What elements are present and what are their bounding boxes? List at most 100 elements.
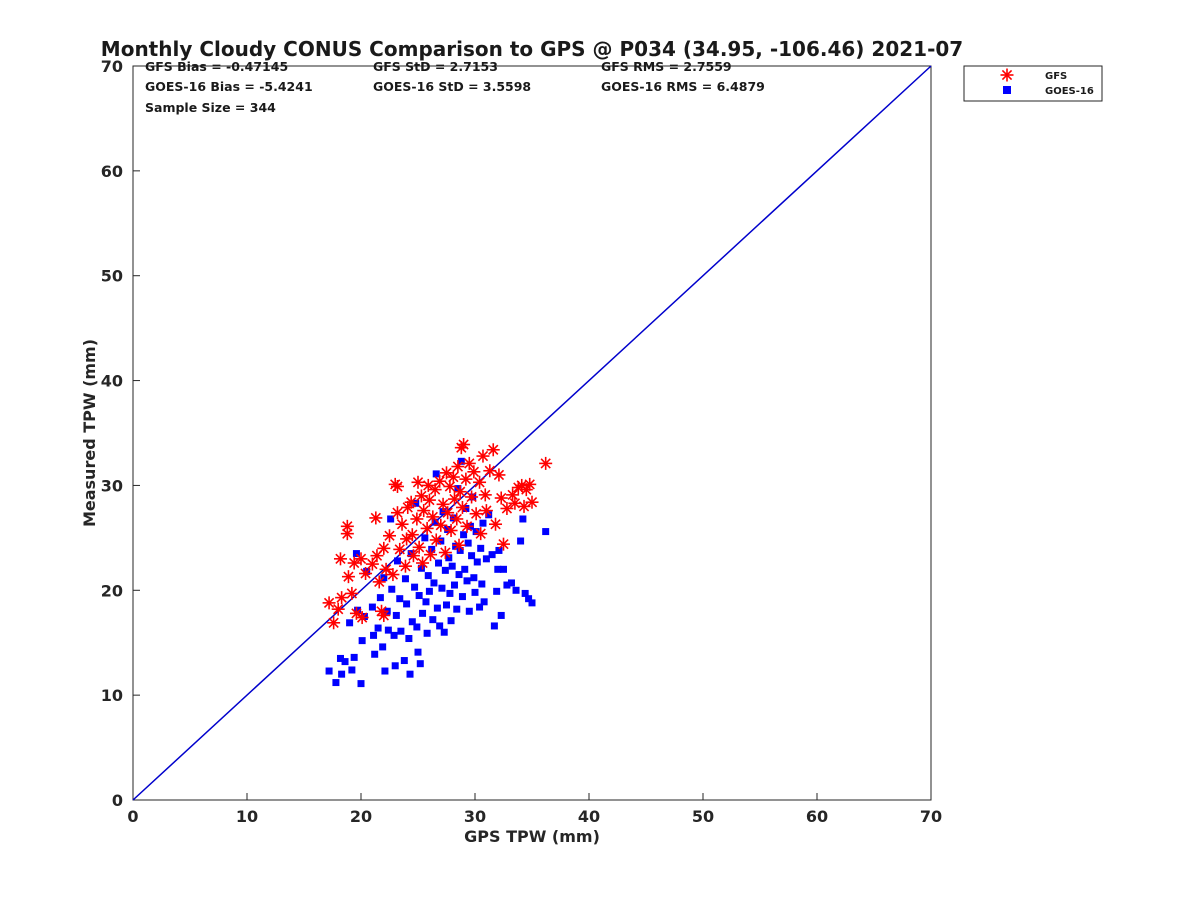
stat-goes-bias: GOES-16 Bias = -5.4241 bbox=[145, 79, 313, 94]
gfs-point bbox=[341, 570, 355, 584]
stat-gfs-std: GFS StD = 2.7153 bbox=[373, 59, 498, 74]
goes16-point bbox=[336, 654, 344, 662]
x-tick-label: 40 bbox=[578, 807, 600, 826]
gfs-point bbox=[476, 449, 490, 463]
gfs-point bbox=[539, 456, 553, 470]
goes16-point bbox=[485, 511, 493, 519]
goes16-point bbox=[512, 586, 520, 594]
stat-goes-std: GOES-16 StD = 3.5598 bbox=[373, 79, 531, 94]
goes16-point bbox=[416, 660, 424, 668]
x-axis-ticks: 0 10 20 30 40 50 60 70 bbox=[127, 793, 942, 826]
goes16-point bbox=[406, 670, 414, 678]
goes16-point bbox=[462, 504, 470, 512]
gfs-point bbox=[459, 472, 473, 486]
goes16-point bbox=[429, 616, 437, 624]
gfs-point bbox=[335, 591, 349, 605]
legend-goes16-marker bbox=[1003, 86, 1011, 94]
goes16-point bbox=[449, 514, 457, 522]
gfs-point bbox=[525, 495, 539, 509]
goes16-point bbox=[401, 575, 409, 583]
gfs-point bbox=[322, 596, 336, 610]
goes16-point bbox=[391, 662, 399, 670]
gfs-point bbox=[497, 537, 510, 551]
goes16-point bbox=[405, 635, 413, 643]
gfs-point bbox=[451, 460, 465, 474]
gfs-point bbox=[506, 488, 520, 502]
x-tick-label: 70 bbox=[920, 807, 942, 826]
goes16-point bbox=[493, 587, 501, 595]
goes16-point bbox=[497, 611, 505, 619]
goes16-point bbox=[444, 525, 452, 533]
gfs-point bbox=[333, 552, 347, 566]
goes16-point bbox=[408, 618, 416, 626]
y-tick-label: 60 bbox=[101, 162, 123, 181]
gfs-point bbox=[355, 611, 369, 625]
gfs-point bbox=[345, 586, 359, 600]
gfs-point bbox=[404, 495, 418, 509]
gfs-point bbox=[417, 504, 431, 518]
goes16-point bbox=[388, 585, 396, 593]
goes16-point bbox=[490, 622, 498, 630]
goes16-point bbox=[370, 631, 378, 639]
goes16-point bbox=[452, 542, 460, 550]
one-to-one-reference-line bbox=[132, 65, 932, 801]
y-axis-label: Measured TPW (mm) bbox=[80, 339, 99, 527]
goes16-point bbox=[470, 574, 478, 582]
goes16-point bbox=[458, 593, 466, 601]
gfs-point bbox=[331, 602, 345, 616]
goes16-point bbox=[468, 552, 476, 560]
goes16-point bbox=[440, 628, 448, 636]
gfs-point bbox=[444, 524, 458, 538]
gfs-point bbox=[416, 556, 430, 570]
gfs-point bbox=[377, 608, 391, 622]
goes16-point bbox=[379, 643, 387, 651]
gfs-point bbox=[479, 504, 493, 518]
goes16-point bbox=[488, 551, 496, 559]
goes16-point bbox=[507, 579, 515, 587]
gfs-point bbox=[372, 575, 386, 589]
goes16-point bbox=[358, 637, 366, 645]
goes16-point bbox=[352, 550, 360, 558]
y-tick-label: 50 bbox=[101, 267, 123, 286]
goes16-point bbox=[348, 666, 356, 674]
goes16-point bbox=[521, 589, 529, 597]
goes16-point bbox=[503, 581, 511, 589]
gfs-point bbox=[422, 493, 436, 507]
gfs-point bbox=[421, 478, 435, 492]
goes16-point bbox=[482, 555, 490, 563]
goes16-point bbox=[424, 572, 432, 580]
x-axis-label: GPS TPW (mm) bbox=[464, 827, 600, 846]
gfs-point bbox=[365, 557, 379, 571]
gfs-point bbox=[420, 521, 434, 535]
goes16-point bbox=[517, 537, 525, 545]
x-tick-label: 60 bbox=[806, 807, 828, 826]
goes16-point bbox=[439, 508, 447, 516]
legend-box bbox=[963, 65, 1103, 102]
gfs-point bbox=[359, 567, 373, 581]
goes16-point bbox=[436, 622, 444, 630]
goes16-point bbox=[455, 571, 463, 579]
goes16-point bbox=[411, 583, 419, 591]
stat-sample-size: Sample Size = 344 bbox=[145, 100, 276, 115]
gfs-point bbox=[426, 510, 440, 524]
goes16-point bbox=[542, 528, 550, 536]
gfs-point bbox=[424, 548, 438, 562]
gfs-point bbox=[411, 475, 425, 489]
goes16-point bbox=[387, 515, 395, 523]
gfs-point bbox=[438, 546, 452, 560]
legend-goes16-label: GOES-16 bbox=[1045, 86, 1094, 97]
gfs-point bbox=[369, 511, 383, 525]
gfs-point bbox=[455, 500, 469, 514]
goes16-point bbox=[435, 559, 443, 567]
goes16-point bbox=[477, 544, 485, 552]
goes16-point bbox=[525, 595, 533, 603]
goes16-point bbox=[346, 619, 354, 627]
goes16-point bbox=[494, 565, 502, 573]
goes16-point bbox=[423, 629, 431, 637]
goes16-point bbox=[480, 598, 488, 606]
gfs-point bbox=[469, 507, 483, 521]
goes16-point bbox=[479, 519, 487, 527]
goes16-point bbox=[417, 564, 425, 572]
goes16-point bbox=[421, 534, 429, 542]
